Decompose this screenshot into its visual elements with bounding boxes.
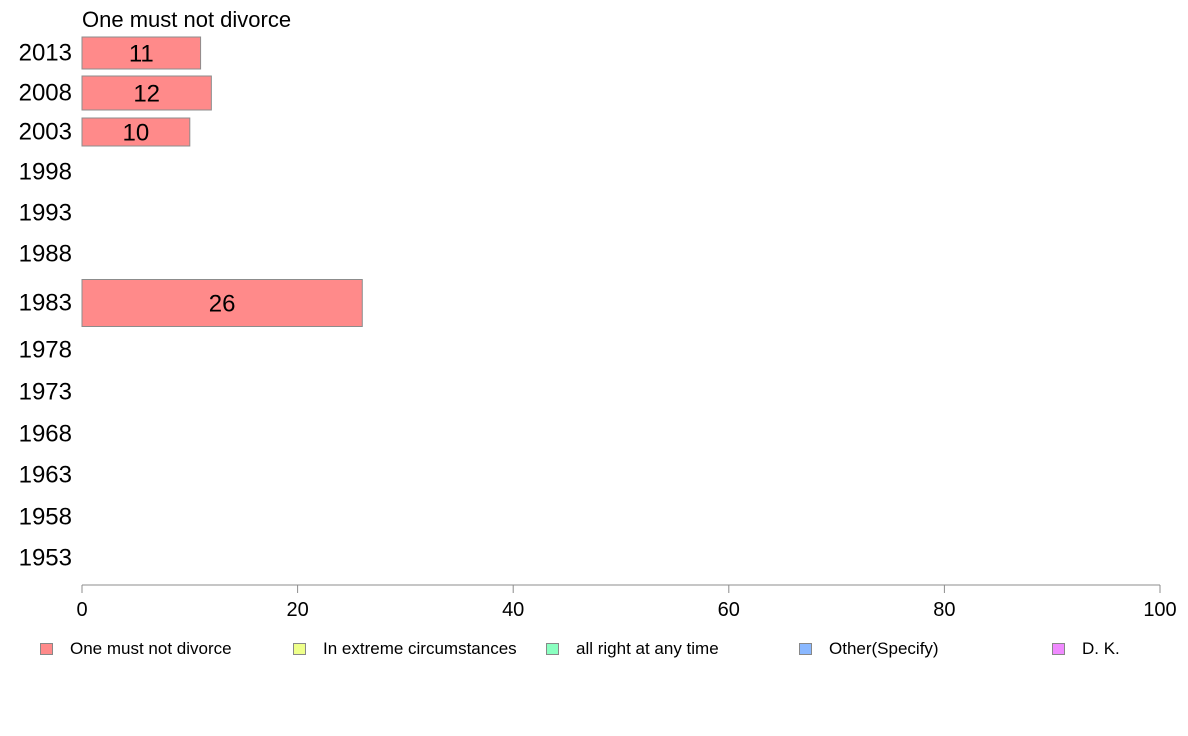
legend-item-dk: D. K. — [1052, 636, 1120, 662]
legend-item-in-extreme-circumstances: In extreme circumstances — [293, 636, 517, 662]
legend-item-other-specify: Other(Specify) — [799, 636, 939, 662]
legend-swatch — [1052, 643, 1065, 655]
year-label-2013: 2013 — [19, 40, 72, 67]
legend-item-one-must-not-divorce: One must not divorce — [40, 636, 232, 662]
legend-label: all right at any time — [576, 639, 719, 658]
year-label-1993: 1993 — [19, 200, 72, 227]
year-label-1983: 1983 — [19, 290, 72, 317]
legend-swatch — [799, 643, 812, 655]
data-label-2008: 12 — [133, 81, 160, 108]
legend-label: D. K. — [1082, 639, 1120, 658]
x-tick-label-100: 100 — [1143, 599, 1176, 621]
x-axis: 0 20 40 60 80 100 — [76, 584, 1177, 621]
x-tick-label-20: 20 — [286, 599, 308, 621]
bar-2003 — [81, 117, 191, 147]
x-tick-label-80: 80 — [933, 599, 955, 621]
legend-swatch — [293, 643, 306, 655]
legend-swatch — [40, 643, 53, 655]
year-label-1988: 1988 — [19, 241, 72, 268]
legend-label: In extreme circumstances — [323, 639, 517, 658]
data-label-2013: 11 — [129, 41, 154, 68]
x-tick-label-0: 0 — [76, 599, 87, 621]
data-label-1983: 26 — [209, 291, 236, 318]
legend: One must not divorce In extreme circumst… — [0, 636, 1188, 662]
chart-title: One must not divorce — [82, 7, 291, 32]
year-label-2003: 2003 — [19, 119, 72, 146]
year-label-1998: 1998 — [19, 159, 72, 186]
legend-swatch — [546, 643, 559, 655]
chart-plot: One must not divorce 2013 2008 2003 1998 199… — [19, 7, 1177, 621]
legend-label: Other(Specify) — [829, 639, 939, 658]
year-label-1978: 1978 — [19, 337, 72, 364]
data-label-2003: 10 — [123, 120, 150, 147]
legend-label: One must not divorce — [70, 639, 232, 658]
legend-item-all-right-at-any-time: all right at any time — [546, 636, 719, 662]
year-label-1973: 1973 — [19, 379, 72, 406]
bars: 11 12 10 26 — [81, 36, 363, 327]
year-label-1963: 1963 — [19, 462, 72, 489]
bar-1983 — [81, 279, 363, 327]
x-tick-label-40: 40 — [502, 599, 524, 621]
year-label-1953: 1953 — [19, 545, 72, 572]
x-tick-label-60: 60 — [718, 599, 740, 621]
year-labels: 2013 2008 2003 1998 1993 1988 1983 1978 1973 1968… — [19, 40, 72, 572]
year-label-1968: 1968 — [19, 421, 72, 448]
year-label-1958: 1958 — [19, 504, 72, 531]
year-label-2008: 2008 — [19, 80, 72, 107]
bar-2013 — [81, 36, 202, 70]
bar-2008 — [81, 75, 212, 111]
